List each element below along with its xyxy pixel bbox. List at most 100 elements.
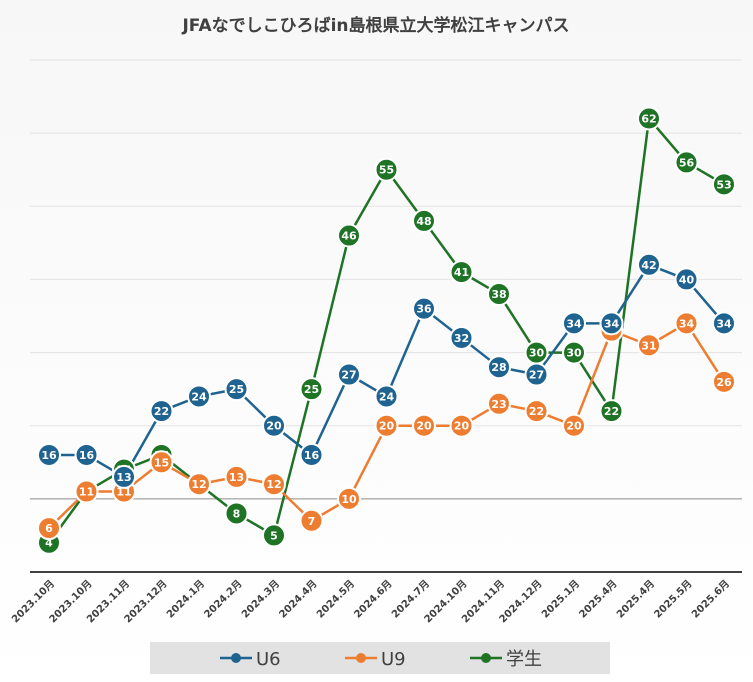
data-label: 13 [229,471,244,484]
data-label: 38 [491,288,506,301]
data-label: 20 [454,420,470,433]
data-label: 16 [41,449,57,462]
data-label: 24 [379,390,395,403]
data-label: 36 [416,303,432,316]
data-point [712,172,736,197]
data-point [487,355,511,380]
x-tick-label: 2025.5月 [652,578,695,621]
data-point [224,464,249,489]
data-point [674,150,699,175]
series-line-U6 [49,263,725,479]
data-label: 56 [679,156,695,169]
data-point [337,223,361,248]
data-label: 55 [379,164,394,177]
data-label: 20 [266,420,282,433]
data-point [337,362,361,387]
data-label: 40 [679,273,695,286]
data-point [524,399,549,424]
data-point [187,472,211,497]
x-tick-label: 2024.4月 [277,578,320,621]
data-point [562,340,586,365]
x-tick-label: 2024.2月 [202,578,245,621]
data-point [374,157,399,182]
data-label: 15 [154,456,169,469]
data-point [74,479,99,504]
data-point [524,362,549,387]
data-label: 11 [116,486,131,499]
data-point [337,486,361,511]
data-point [374,384,399,409]
data-point [637,333,661,358]
x-tick-label: 2025.4月 [614,578,657,621]
data-label: 20 [379,420,395,433]
data-label: 26 [716,376,732,389]
data-label: 34 [716,317,732,330]
data-label: 34 [679,317,695,330]
data-label: 12 [191,478,206,491]
x-tick-label: 2025.6月 [689,578,732,621]
data-label: 53 [716,178,731,191]
data-label: 46 [341,230,357,243]
data-label: 16 [79,449,95,462]
data-label: 23 [491,398,506,411]
data-point [449,413,474,438]
data-label: 25 [304,383,319,396]
data-point [674,311,699,336]
data-label: 20 [566,420,582,433]
data-point [374,413,399,438]
data-point [149,399,174,424]
data-point [187,384,211,409]
data-point [487,282,511,307]
x-tick-label: 2024.3月 [239,578,282,621]
data-point [449,260,474,285]
data-label: 8 [233,507,241,520]
data-label: 22 [604,405,619,418]
x-tick-label: 2025.4月 [577,578,620,621]
data-label: 62 [641,113,656,126]
data-point [412,208,436,233]
data-label: 25 [229,383,244,396]
data-point [224,501,249,526]
data-point [637,252,661,277]
data-label: 7 [308,515,316,528]
data-point [149,450,174,475]
data-label: 11 [79,486,94,499]
data-label: 22 [154,405,169,418]
legend-marker [356,653,366,663]
data-point [37,442,61,467]
data-label: 16 [304,449,320,462]
data-point [224,377,249,402]
data-point [712,369,736,394]
data-label: 27 [341,369,356,382]
data-label: 34 [566,317,582,330]
data-point [262,413,286,438]
data-point [599,311,624,336]
legend-marker [481,653,491,663]
data-label: 48 [416,215,431,228]
data-point [262,472,286,497]
data-point [637,106,661,131]
data-point [299,442,324,467]
data-label: 10 [341,493,357,506]
x-tick-label: 2025.1月 [539,578,582,621]
data-label: 4 [45,537,53,550]
data-point [112,464,136,489]
data-point [37,516,61,541]
data-point [299,508,324,533]
legend-label: U6 [256,649,281,670]
data-label: 31 [641,339,656,352]
data-label: 30 [566,347,582,360]
data-label: 27 [529,369,544,382]
data-point [562,413,586,438]
data-point [412,413,436,438]
data-label: 5 [270,529,278,542]
data-point [712,311,736,336]
data-label: 20 [416,420,432,433]
legend-label: 学生 [506,649,542,670]
data-label: 12 [266,478,281,491]
x-tick-label: 2024.1月 [164,578,207,621]
data-label: 22 [529,405,544,418]
legend-marker [231,653,241,663]
data-label: 28 [491,361,506,374]
